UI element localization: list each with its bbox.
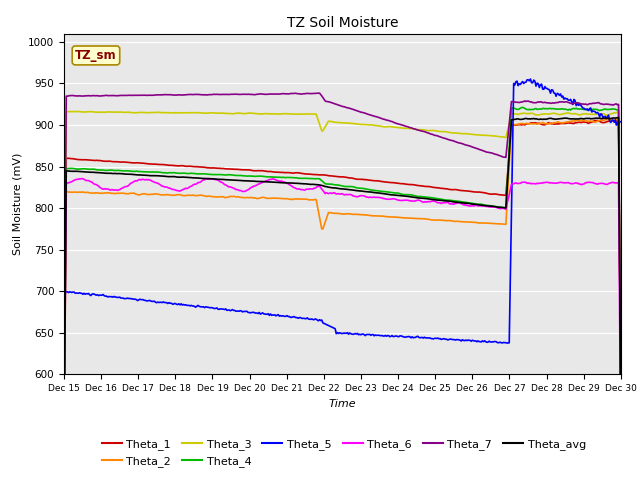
Line: Theta_1: Theta_1 [64, 120, 621, 444]
Theta_2 [392, 214, 399, 220]
Theta_6 [605, 180, 612, 186]
Legend: Theta_1, Theta_2, Theta_3, Theta_4, Theta_5, Theta_6, Theta_7, Theta_avg: Theta_1, Theta_2, Theta_3, Theta_4, Thet… [97, 435, 590, 471]
Theta_1 [362, 177, 369, 182]
Title: TZ Soil Moisture: TZ Soil Moisture [287, 16, 398, 30]
Theta_6 [60, 457, 68, 463]
Line: Theta_3: Theta_3 [64, 111, 621, 417]
Line: Theta_4: Theta_4 [64, 108, 621, 450]
Theta_avg [615, 115, 623, 120]
Theta_5 [503, 340, 511, 346]
Theta_3 [329, 119, 337, 125]
Theta_4 [328, 181, 335, 187]
Theta_7 [617, 410, 625, 416]
Theta_6 [329, 190, 337, 196]
Line: Theta_5: Theta_5 [64, 79, 621, 343]
Theta_7 [605, 101, 612, 107]
Theta_4 [392, 190, 399, 196]
Theta_1 [60, 441, 68, 447]
Theta_3 [393, 125, 401, 131]
Theta_7 [393, 120, 401, 126]
Theta_4 [617, 413, 625, 419]
Theta_5 [60, 288, 68, 294]
Theta_2 [328, 210, 335, 216]
Theta_5 [324, 323, 332, 328]
Line: Theta_2: Theta_2 [64, 119, 621, 464]
Theta_2 [615, 116, 623, 121]
Theta_7 [60, 404, 68, 410]
Theta_avg [362, 189, 369, 194]
Line: Theta_7: Theta_7 [64, 93, 621, 413]
Theta_avg [60, 449, 68, 455]
Text: TZ_sm: TZ_sm [75, 49, 116, 62]
Theta_7 [518, 99, 525, 105]
Theta_avg [328, 185, 335, 191]
Theta_avg [604, 115, 611, 121]
Theta_5 [527, 76, 534, 82]
Theta_2 [516, 120, 524, 126]
Theta_2 [324, 210, 332, 216]
Theta_2 [617, 418, 625, 423]
Theta_7 [326, 99, 333, 105]
Theta_1 [324, 173, 332, 179]
Theta_5 [392, 333, 399, 339]
Theta_avg [617, 416, 625, 422]
Theta_4 [362, 186, 369, 192]
Theta_3 [605, 112, 612, 118]
Line: Theta_6: Theta_6 [64, 179, 621, 460]
Theta_4 [60, 447, 68, 453]
X-axis label: Time: Time [328, 399, 356, 408]
Theta_4 [324, 181, 332, 187]
Line: Theta_avg: Theta_avg [64, 118, 621, 452]
Theta_4 [605, 107, 612, 112]
Theta_1 [328, 173, 335, 179]
Theta_1 [392, 180, 399, 186]
Theta_6 [362, 194, 370, 200]
Theta_1 [607, 117, 614, 123]
Theta_3 [362, 122, 370, 128]
Theta_3 [518, 111, 525, 117]
Theta_2 [604, 117, 611, 122]
Theta_1 [604, 119, 611, 124]
Theta_3 [74, 108, 81, 114]
Theta_3 [617, 414, 625, 420]
Theta_2 [362, 212, 369, 218]
Theta_1 [617, 420, 625, 425]
Y-axis label: Soil Moisture (mV): Soil Moisture (mV) [13, 153, 22, 255]
Theta_6 [617, 456, 625, 461]
Theta_3 [326, 119, 333, 124]
Theta_5 [617, 119, 625, 125]
Theta_6 [393, 197, 401, 203]
Theta_3 [60, 413, 68, 419]
Theta_6 [326, 191, 333, 196]
Theta_4 [516, 105, 524, 111]
Theta_avg [392, 192, 399, 198]
Theta_5 [518, 80, 525, 85]
Theta_7 [316, 90, 323, 96]
Theta_5 [328, 324, 335, 330]
Theta_6 [518, 180, 525, 185]
Theta_4 [519, 105, 527, 110]
Theta_2 [60, 461, 68, 467]
Theta_1 [516, 122, 524, 128]
Theta_7 [329, 100, 337, 106]
Theta_avg [324, 184, 332, 190]
Theta_5 [362, 333, 369, 338]
Theta_avg [516, 117, 524, 122]
Theta_6 [78, 176, 86, 181]
Theta_5 [606, 118, 614, 124]
Theta_7 [362, 111, 370, 117]
